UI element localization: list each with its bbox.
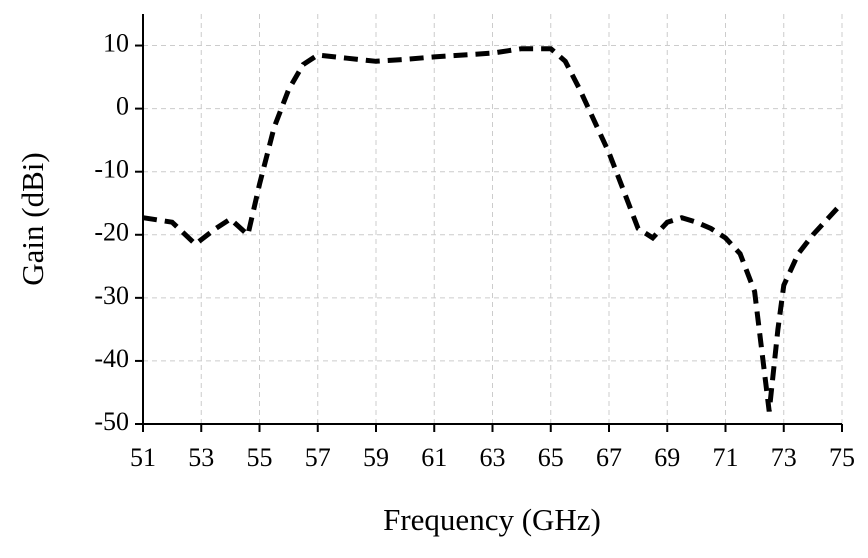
x-tick-label: 73 (771, 443, 797, 472)
x-tick-label: 75 (829, 443, 855, 472)
y-tick-label: 10 (103, 29, 129, 58)
x-tick-label: 67 (596, 443, 622, 472)
x-tick-label: 65 (538, 443, 564, 472)
x-tick-label: 59 (363, 443, 389, 472)
y-tick-label: -10 (94, 155, 129, 184)
y-axis-label: Gain (dBi) (15, 152, 50, 285)
data-line (142, 46, 844, 412)
y-tick-label: -20 (94, 218, 129, 247)
x-tick-label: 51 (130, 443, 156, 472)
y-tick-label: -30 (94, 281, 129, 310)
x-tick-label: 69 (654, 443, 680, 472)
x-tick-label: 61 (421, 443, 447, 472)
x-tick-label: 71 (713, 443, 739, 472)
x-tick-label: 57 (305, 443, 331, 472)
x-axis-label: Frequency (GHz) (383, 502, 601, 537)
y-tick-label: -40 (94, 344, 129, 373)
x-tick-label: 53 (188, 443, 214, 472)
y-tick-label: -50 (94, 407, 129, 436)
x-tick-label: 55 (247, 443, 273, 472)
y-tick-label: 0 (116, 92, 129, 121)
x-tick-label: 63 (480, 443, 506, 472)
